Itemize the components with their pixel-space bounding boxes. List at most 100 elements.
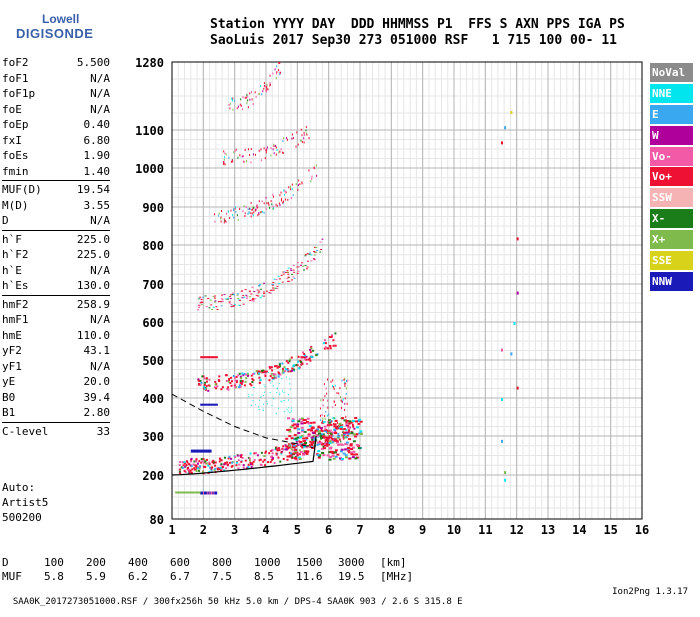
echo-point xyxy=(281,199,282,202)
echo-point xyxy=(334,437,336,440)
echo-point xyxy=(200,298,203,300)
echo-point xyxy=(246,102,248,105)
muf-value: 19.5 xyxy=(338,570,365,583)
echo-point xyxy=(301,265,304,267)
echo-point xyxy=(252,373,255,375)
echo-point xyxy=(322,433,325,436)
echo-point xyxy=(305,446,309,449)
echo-point xyxy=(286,137,287,139)
echo-point xyxy=(322,404,324,407)
echo-point xyxy=(354,457,358,460)
echo-point xyxy=(329,419,331,422)
echo-point xyxy=(320,249,323,250)
param-name: hmE xyxy=(2,328,22,342)
param-separator xyxy=(2,229,110,231)
echo-point xyxy=(302,356,305,359)
echo-point xyxy=(237,218,239,221)
echo-point xyxy=(277,275,280,277)
echo-point xyxy=(236,107,238,110)
echo-point xyxy=(301,429,305,432)
echo-point xyxy=(324,444,327,447)
param-name: h`Es xyxy=(2,279,29,292)
param-value: N/A xyxy=(90,214,110,227)
param-name: B0 xyxy=(2,390,16,404)
y-tick-label: 900 xyxy=(142,201,164,215)
echo-point xyxy=(272,287,274,289)
echo-point xyxy=(313,251,316,252)
echo-point xyxy=(303,131,305,134)
echo-point xyxy=(204,295,207,297)
echo-point xyxy=(231,159,233,162)
echo-point xyxy=(351,423,354,426)
echo-point xyxy=(215,403,218,406)
echo-point xyxy=(249,92,251,95)
echo-point xyxy=(348,438,352,441)
echo-point xyxy=(253,386,255,388)
echo-point xyxy=(221,294,223,296)
y-tick-label: 200 xyxy=(142,469,164,483)
echo-point xyxy=(350,453,354,456)
echo-point xyxy=(339,427,343,430)
echo-point xyxy=(258,370,261,373)
param-row: MUF(D) 19.54 xyxy=(2,182,110,198)
echo-point xyxy=(322,399,324,401)
echo-point xyxy=(213,295,216,297)
echo-point xyxy=(193,467,196,470)
echo-point xyxy=(233,208,234,211)
echo-point xyxy=(312,258,315,260)
echo-point xyxy=(330,435,332,437)
echo-point xyxy=(195,464,198,467)
echo-point xyxy=(347,443,349,446)
echo-point xyxy=(244,215,246,217)
echo-point xyxy=(235,381,238,384)
echo-point xyxy=(292,446,295,449)
echo-point xyxy=(306,417,310,420)
echo-point xyxy=(263,395,264,396)
echo-point xyxy=(198,306,200,308)
echo-point xyxy=(338,422,342,425)
echo-point xyxy=(198,297,201,299)
echo-point xyxy=(223,218,225,221)
echo-point xyxy=(354,435,358,438)
echo-point xyxy=(209,356,212,359)
echo-point xyxy=(339,424,342,427)
echo-point xyxy=(322,420,323,423)
echo-point xyxy=(350,448,353,451)
echo-point xyxy=(345,382,347,385)
echo-point xyxy=(314,429,318,432)
echo-point xyxy=(237,156,239,159)
echo-point xyxy=(513,322,516,325)
echo-point xyxy=(258,399,260,401)
echo-point xyxy=(301,134,303,137)
echo-point xyxy=(202,471,205,474)
echo-point xyxy=(318,453,322,456)
echo-point xyxy=(332,339,335,342)
echo-point xyxy=(270,147,272,150)
echo-point xyxy=(214,383,217,386)
echo-point xyxy=(267,461,269,464)
echo-point xyxy=(260,451,263,454)
echo-point xyxy=(283,411,285,413)
muf-unit: [MHz] xyxy=(380,570,414,583)
echo-point xyxy=(320,399,322,402)
echo-point xyxy=(275,77,277,80)
echo-point xyxy=(187,468,190,471)
echo-point xyxy=(299,360,302,363)
echo-point xyxy=(296,266,299,268)
echo-point xyxy=(288,435,292,438)
echo-point xyxy=(307,445,309,447)
echo-point xyxy=(290,452,293,455)
echo-point xyxy=(342,452,346,455)
echo-point xyxy=(215,306,218,308)
echo-point xyxy=(320,429,324,432)
echo-point xyxy=(202,375,205,378)
echo-point xyxy=(249,291,251,293)
echo-point xyxy=(228,379,230,382)
echo-point xyxy=(277,388,279,390)
echo-point xyxy=(287,370,290,373)
echo-point xyxy=(201,356,204,359)
echo-point xyxy=(220,220,222,223)
echo-point xyxy=(305,358,308,361)
echo-point xyxy=(289,185,291,188)
echo-point xyxy=(222,466,225,469)
